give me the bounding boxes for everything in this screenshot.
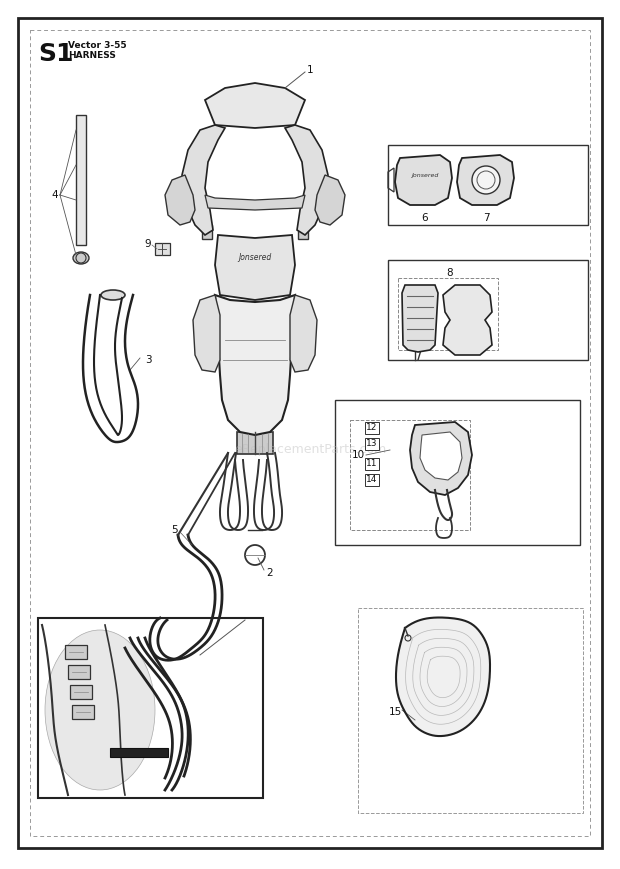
Polygon shape [443, 285, 492, 355]
Polygon shape [165, 175, 195, 225]
Polygon shape [410, 422, 472, 495]
Text: 10: 10 [352, 450, 365, 460]
Bar [358, 608, 583, 813]
Circle shape [472, 166, 500, 194]
Bar [335, 400, 580, 545]
Bar [398, 278, 498, 350]
Text: Jonsered: Jonsered [238, 254, 272, 262]
Polygon shape [315, 175, 345, 225]
Bar [110, 748, 168, 757]
Text: 11: 11 [366, 460, 378, 468]
Ellipse shape [73, 252, 89, 264]
Text: 6: 6 [422, 213, 428, 223]
Ellipse shape [45, 630, 155, 790]
Text: 5: 5 [172, 525, 179, 535]
Bar [388, 145, 588, 225]
Polygon shape [215, 295, 295, 435]
Text: 9: 9 [144, 239, 151, 249]
Ellipse shape [101, 290, 125, 300]
Text: 1: 1 [307, 65, 313, 75]
Bar [202, 225, 212, 239]
Bar [298, 225, 308, 239]
Text: 14: 14 [366, 475, 378, 485]
Bar [70, 685, 92, 699]
Polygon shape [285, 125, 328, 235]
Text: 7: 7 [483, 213, 489, 223]
Text: 15: 15 [388, 707, 402, 717]
Text: 2: 2 [267, 568, 273, 578]
Bar [388, 260, 588, 360]
Polygon shape [182, 125, 225, 235]
Polygon shape [205, 83, 305, 128]
Text: 13: 13 [366, 440, 378, 448]
Polygon shape [402, 285, 438, 352]
Text: S1: S1 [38, 42, 74, 66]
Polygon shape [420, 432, 462, 480]
Text: Jonsered: Jonsered [411, 173, 439, 177]
Polygon shape [205, 195, 305, 210]
Text: HARNESS: HARNESS [68, 51, 116, 60]
Bar [38, 618, 263, 798]
Bar [65, 645, 87, 659]
Polygon shape [290, 295, 317, 372]
Polygon shape [396, 618, 490, 736]
Polygon shape [215, 235, 295, 300]
Text: 8: 8 [446, 268, 453, 278]
Text: 12: 12 [366, 423, 378, 433]
Text: eReplacementParts.com: eReplacementParts.com [234, 443, 386, 456]
Polygon shape [395, 155, 452, 205]
Text: Vector 3-55: Vector 3-55 [68, 41, 126, 50]
Bar [350, 420, 470, 530]
Text: 4: 4 [51, 190, 58, 200]
Polygon shape [193, 295, 220, 372]
Bar [76, 115, 86, 245]
Text: 3: 3 [144, 355, 151, 365]
Bar [72, 705, 94, 719]
Bar [68, 665, 90, 679]
Polygon shape [457, 155, 514, 205]
Bar [155, 243, 170, 255]
Bar [237, 432, 273, 454]
